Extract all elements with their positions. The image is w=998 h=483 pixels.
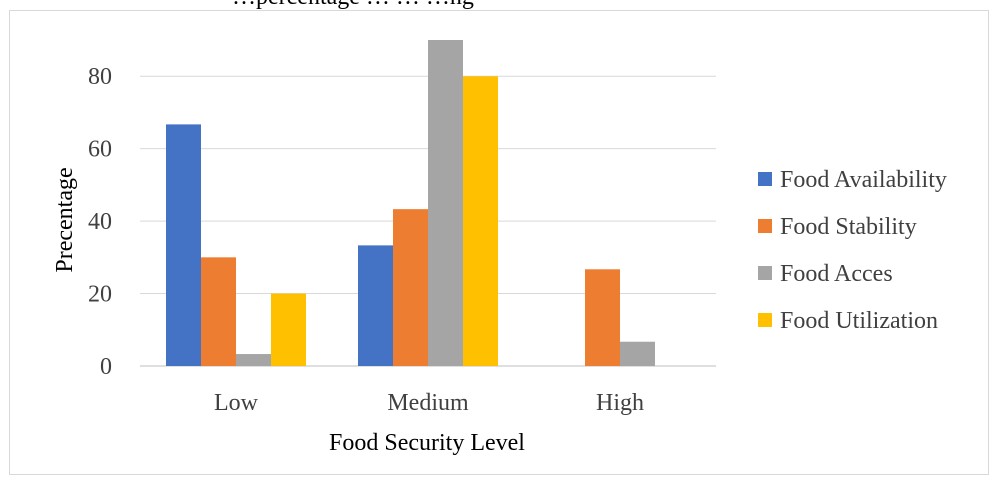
x-axis-ticks: Low Medium High bbox=[214, 390, 644, 416]
legend-label: Food Availability bbox=[780, 167, 947, 193]
x-axis-title: Food Security Level bbox=[329, 430, 525, 456]
legend: Food Availability Food Stability Food Acce… bbox=[758, 167, 947, 334]
y-tick-label: 0 bbox=[100, 354, 112, 380]
legend-swatch bbox=[758, 313, 772, 327]
legend-label: Food Acces bbox=[780, 261, 893, 287]
legend-swatch bbox=[758, 172, 772, 186]
legend-label: Food Stability bbox=[780, 214, 917, 240]
y-tick-label: 20 bbox=[88, 282, 112, 308]
y-tick-label: 80 bbox=[88, 64, 112, 90]
bar-food-stability-medium bbox=[393, 209, 428, 366]
bar-food-utilization-low bbox=[271, 293, 306, 366]
legend-label: Food Utilization bbox=[780, 308, 938, 334]
chart-title: …percentage … … …ng bbox=[232, 0, 474, 10]
x-tick-label: Low bbox=[214, 390, 259, 416]
legend-swatch bbox=[758, 266, 772, 280]
bars bbox=[166, 40, 655, 366]
x-tick-label: High bbox=[596, 390, 644, 416]
bar-food-utilization-medium bbox=[463, 76, 498, 366]
bar-food-availability-medium bbox=[358, 245, 393, 366]
bar-food-stability-high bbox=[585, 269, 620, 366]
y-tick-label: 60 bbox=[88, 137, 112, 163]
y-axis-title: Precentage bbox=[52, 167, 78, 272]
x-tick-label: Medium bbox=[387, 390, 469, 416]
legend-swatch bbox=[758, 219, 772, 233]
bar-food-stability-low bbox=[201, 257, 236, 366]
bar-food-acces-low bbox=[236, 354, 271, 366]
bar-food-acces-high bbox=[620, 341, 655, 366]
bar-food-availability-low bbox=[166, 124, 201, 366]
bar-food-acces-medium bbox=[428, 40, 463, 366]
y-axis-ticks: 0 20 40 60 80 bbox=[88, 64, 112, 380]
y-tick-label: 40 bbox=[88, 209, 112, 235]
